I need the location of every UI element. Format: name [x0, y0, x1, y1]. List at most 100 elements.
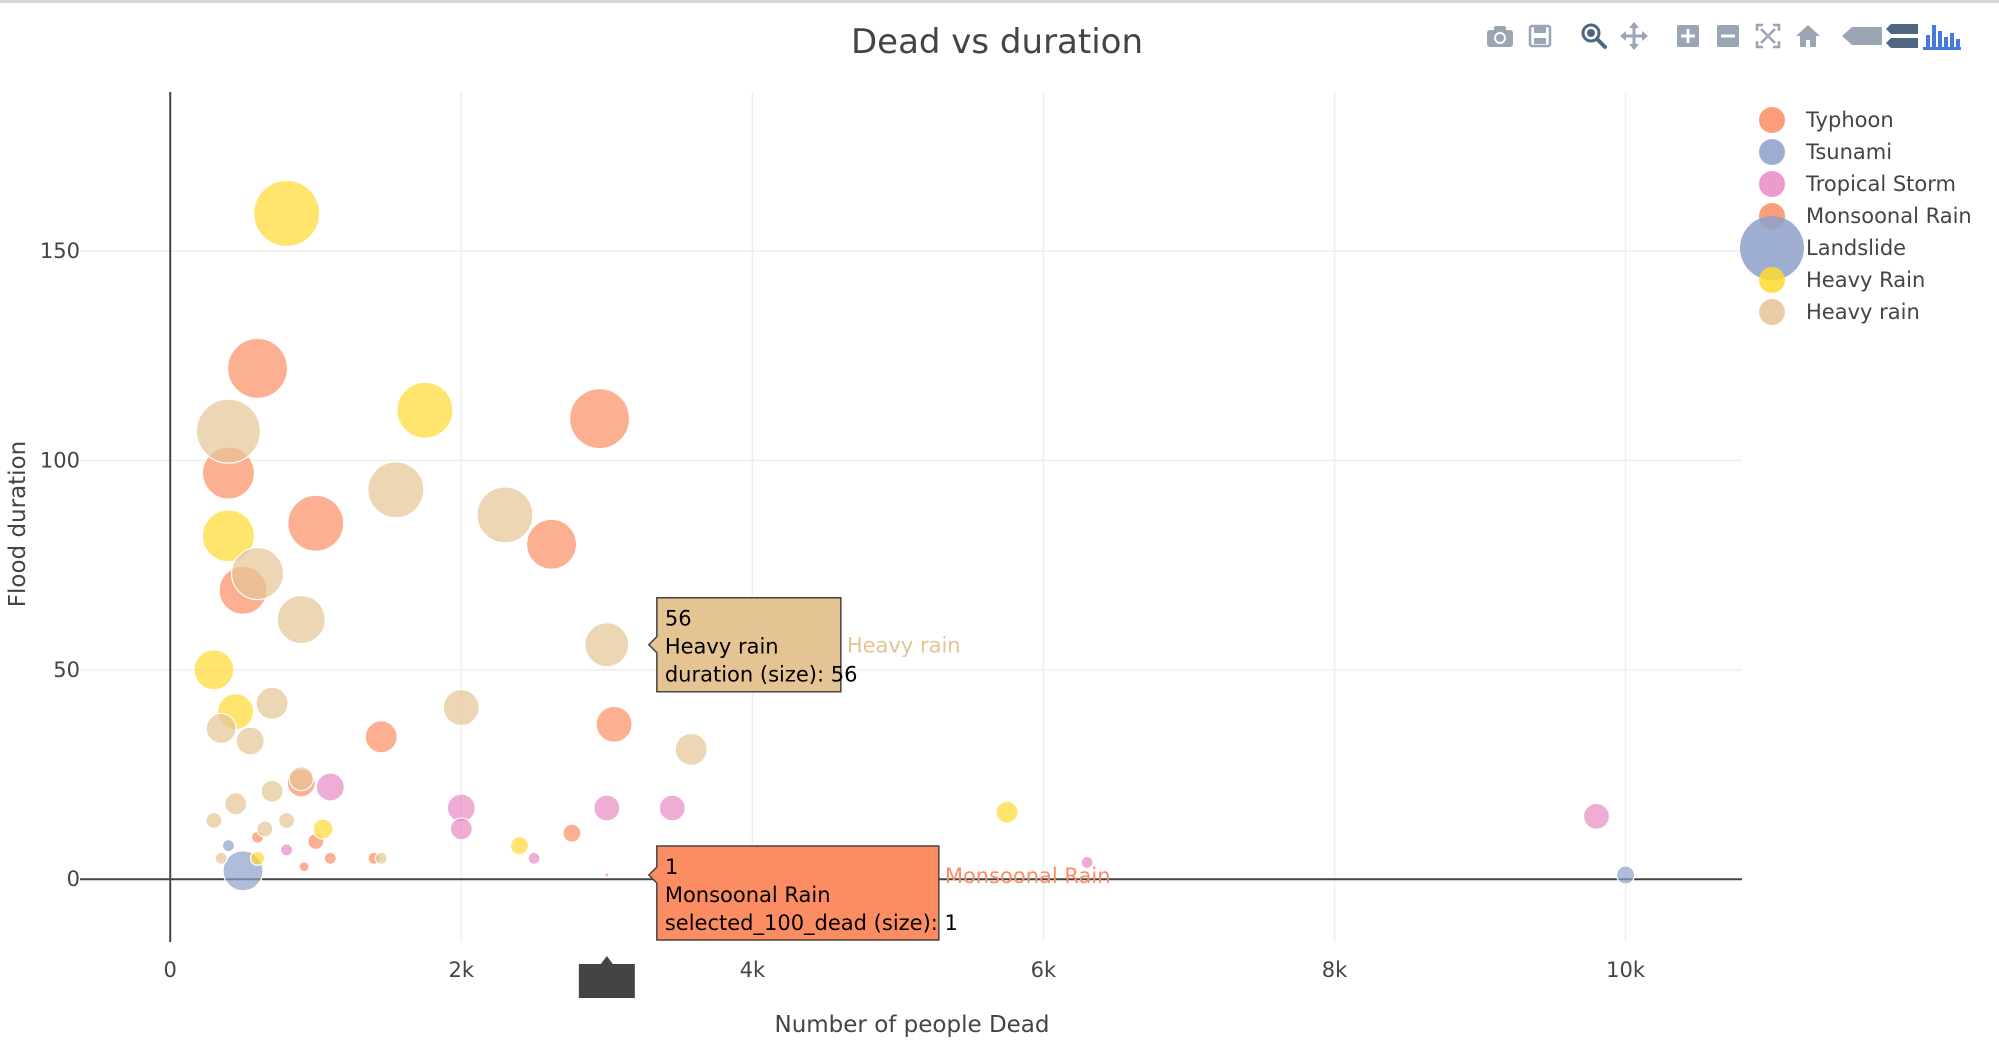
point-heavy-rain-9[interactable] — [205, 712, 237, 745]
legend-label-heavy-rain-5[interactable]: Heavy Rain — [1806, 268, 1925, 292]
point-heavy-rain-10[interactable] — [235, 726, 265, 756]
legend-label-tsunami-1[interactable]: Tsunami — [1805, 140, 1892, 164]
legend-marker-heavy-rain-6[interactable] — [1759, 299, 1785, 325]
legend-marker-typhoon-0[interactable] — [1759, 107, 1785, 133]
hover-box-0 — [647, 596, 842, 693]
modebar — [1480, 16, 1962, 56]
x-spike-box — [578, 956, 635, 998]
point-heavy-rain-1[interactable] — [367, 461, 425, 519]
hover-series-label-1: Monsoonal Rain — [945, 864, 1111, 888]
point-heavy-rain-17[interactable] — [205, 811, 223, 830]
legend-marker-tropical-storm-2[interactable] — [1759, 171, 1785, 197]
point-monsoonal-rain-2[interactable] — [323, 851, 337, 865]
x-tick-label-4: 8k — [1322, 958, 1348, 982]
point-heavy-rain-2[interactable] — [201, 509, 256, 563]
point-monsoonal-rain-0[interactable] — [604, 872, 610, 878]
hover-line-1-1: Monsoonal Rain — [665, 883, 831, 907]
x-spike-label: 3000 — [578, 956, 635, 998]
point-tsunami-1[interactable] — [221, 839, 236, 853]
zoom-out-icon[interactable] — [1708, 16, 1748, 56]
point-heavy-rain-7[interactable] — [674, 732, 708, 766]
point-heavy-rain-3[interactable] — [193, 649, 235, 691]
point-heavy-rain-13[interactable] — [224, 792, 248, 816]
legend[interactable]: Typhoon Tsunami Tropical Storm Monsoonal Ra… — [1740, 107, 1972, 325]
plotly-logo-icon[interactable] — [1922, 16, 1962, 56]
point-typhoon-4[interactable] — [525, 518, 578, 570]
x-axis-title: Number of people Dead — [774, 1012, 1049, 1038]
point-typhoon-6[interactable] — [364, 720, 398, 754]
point-heavy-rain-0[interactable] — [253, 179, 321, 248]
x-tick-label-2: 4k — [740, 958, 766, 982]
point-heavy-rain-12[interactable] — [260, 779, 284, 803]
zoom-in-icon[interactable] — [1668, 16, 1708, 56]
point-heavy-rain-8[interactable] — [249, 850, 266, 866]
y-tick-label-2: 100 — [40, 448, 80, 472]
reset-axes-icon[interactable] — [1788, 16, 1828, 56]
y-tick-labels: 0 50 100 150 — [40, 239, 80, 891]
point-tsunami-0[interactable] — [1615, 865, 1636, 885]
point-tropical-storm-7[interactable] — [315, 772, 345, 802]
x-spike-text: 3000 — [580, 970, 633, 994]
hover-line-0-0: 56 — [665, 607, 692, 631]
legend-label-typhoon-0[interactable]: Typhoon — [1805, 108, 1894, 132]
legend-label-heavy-rain-6[interactable]: Heavy rain — [1806, 300, 1920, 324]
hover-compare-icon[interactable] — [1882, 16, 1922, 56]
point-heavy-rain-8[interactable] — [255, 686, 289, 720]
point-typhoon-9[interactable] — [562, 823, 582, 843]
point-tropical-storm-1[interactable] — [449, 817, 473, 841]
point-tropical-storm-4[interactable] — [1582, 802, 1611, 830]
chart-title: Dead vs duration — [851, 22, 1143, 62]
hover-series-label-0: Heavy rain — [847, 634, 961, 658]
autoscale-icon[interactable] — [1748, 16, 1788, 56]
top-border — [0, 0, 1999, 3]
point-typhoon-7[interactable] — [595, 705, 633, 743]
x-tick-labels: 0 2k 4k 6k 8k 10k — [164, 958, 1646, 982]
point-typhoon-0[interactable] — [226, 337, 289, 399]
point-tropical-storm-8[interactable] — [280, 843, 294, 857]
point-heavy-rain-15[interactable] — [256, 820, 274, 838]
point-heavy-rain-18[interactable] — [278, 811, 296, 830]
hover-line-1-0: 1 — [665, 855, 678, 879]
legend-marker-tsunami-1[interactable] — [1759, 139, 1785, 165]
point-typhoon-2[interactable] — [287, 494, 345, 552]
legend-label-tropical-storm-2[interactable]: Tropical Storm — [1805, 172, 1956, 196]
y-tick-label-0: 0 — [67, 867, 80, 891]
hover-line-0-1: Heavy rain — [665, 635, 779, 659]
point-monsoonal-rain-3[interactable] — [298, 861, 310, 873]
point-tropical-storm-5[interactable] — [1080, 855, 1094, 870]
camera-icon[interactable] — [1480, 16, 1520, 56]
pan-icon[interactable] — [1614, 16, 1654, 56]
data-points[interactable] — [193, 179, 1636, 892]
point-heavy-rain-6[interactable] — [442, 688, 480, 727]
point-heavy-rain-1[interactable] — [396, 381, 454, 439]
x-tick-label-0: 0 — [164, 958, 177, 982]
legend-label-monsoonal-rain-3[interactable]: Monsoonal Rain — [1806, 204, 1972, 228]
point-heavy-rain-7[interactable] — [312, 818, 334, 840]
point-typhoon-3[interactable] — [568, 388, 631, 450]
save-icon[interactable] — [1520, 16, 1560, 56]
point-heavy-rain-2[interactable] — [476, 486, 534, 544]
point-heavy-rain-16[interactable] — [214, 851, 228, 865]
legend-label-landslide-4[interactable]: Landslide — [1806, 236, 1906, 260]
point-heavy-rain-3[interactable] — [230, 546, 285, 601]
y-tick-label-3: 150 — [40, 239, 80, 263]
hover-labels: 56 Heavy rain duration (size): 56 Heavy rai… — [647, 596, 1111, 941]
point-heavy-rain-11[interactable] — [288, 766, 314, 792]
point-heavy-rain-5[interactable] — [584, 622, 630, 668]
point-tropical-storm-2[interactable] — [593, 794, 621, 822]
point-tropical-storm-6[interactable] — [527, 851, 541, 865]
point-heavy-rain-0[interactable] — [195, 398, 262, 464]
point-heavy-rain-6[interactable] — [509, 836, 530, 856]
point-heavy-rain-5[interactable] — [995, 800, 1019, 824]
point-heavy-rain-4[interactable] — [276, 594, 326, 645]
zoom-icon[interactable] — [1574, 16, 1614, 56]
hover-closest-icon[interactable] — [1842, 16, 1882, 56]
legend-marker-heavy-rain-5[interactable] — [1759, 267, 1785, 293]
hover-label-1: 1 Monsoonal Rain selected_100_dead (size):… — [647, 845, 1111, 941]
y-axis-title: Flood duration — [5, 441, 31, 607]
hover-label-0: 56 Heavy rain duration (size): 56 Heavy rai… — [647, 596, 961, 693]
legend-marker-landslide-4[interactable] — [1740, 216, 1804, 280]
point-heavy-rain-14[interactable] — [374, 851, 388, 865]
point-tropical-storm-3[interactable] — [658, 794, 686, 822]
